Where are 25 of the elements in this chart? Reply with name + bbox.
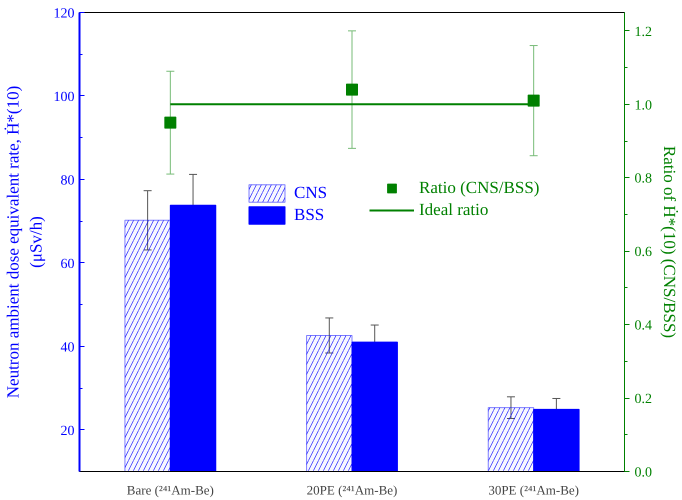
y2-tick-label: 0.8: [634, 172, 652, 187]
y2-tick-label: 0.2: [634, 392, 652, 408]
y2-tick-label: 0.0: [634, 466, 652, 480]
point: [346, 84, 358, 96]
x-tick-label: 20PE (²⁴¹Am-Be): [306, 482, 398, 498]
y-tick-label: 100: [54, 90, 74, 105]
y2-tick-label: 0.4: [634, 318, 652, 334]
legend-label: Ratio (CNS/BSS): [419, 178, 540, 198]
legend-label: BSS: [294, 205, 324, 225]
legend-label: Ideal ratio: [419, 200, 488, 220]
y2-tick-label: 0.6: [634, 245, 652, 260]
x-tick-label: 30PE (²⁴¹Am-Be): [488, 482, 580, 498]
y-tick-label: 120: [54, 6, 74, 22]
y-tick-label: 40: [60, 340, 74, 356]
y-axis-title: Neutron ambient dose equivalent rate, Ḣ*(10) (μSv/h): [4, 86, 46, 398]
point: [528, 94, 540, 107]
y2-tick-label: 1.0: [634, 98, 652, 114]
x-tick-label: Bare (²⁴¹Am-Be): [126, 482, 214, 498]
y-tick-label: 80: [60, 173, 74, 188]
y2-tick-label: 1.2: [634, 24, 652, 40]
legend-label: CNS: [294, 183, 328, 203]
point: [164, 116, 176, 129]
y-tick-label: 60: [60, 256, 74, 272]
y-tick-label: 20: [60, 424, 74, 439]
y2-axis-title: Ratio of Ḣ*(10) (CNS/BSS): [660, 146, 679, 338]
